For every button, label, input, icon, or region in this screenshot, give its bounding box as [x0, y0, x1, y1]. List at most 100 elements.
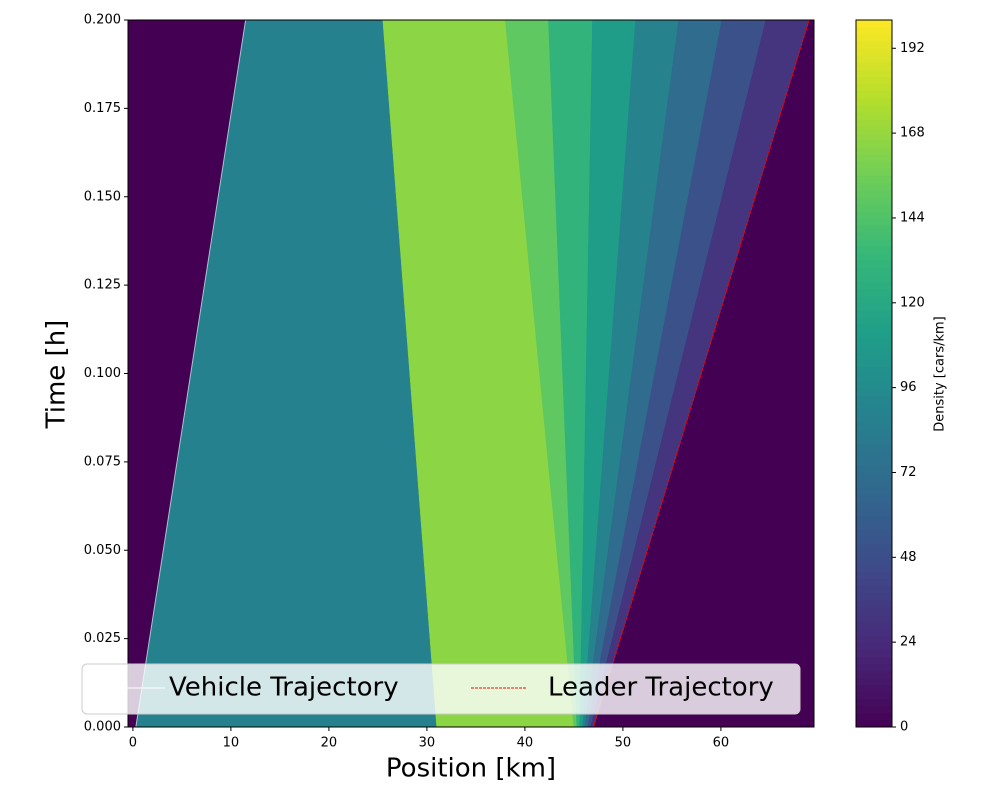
colorbar-slice	[856, 557, 892, 565]
colorbar-slice	[856, 606, 892, 615]
colorbar-slice	[856, 203, 892, 212]
colorbar-slice	[856, 55, 892, 63]
colorbar-slice	[856, 281, 892, 290]
colorbar-slice	[856, 90, 892, 99]
colorbar-slice	[856, 571, 892, 580]
colorbar-tick-label: 96	[900, 380, 917, 395]
colorbar-slice	[856, 500, 892, 509]
colorbar-slice	[856, 430, 892, 438]
colorbar-slice	[856, 210, 892, 219]
colorbar-slice	[856, 719, 892, 728]
density-region	[587, 20, 767, 727]
colorbar-slice	[856, 677, 892, 686]
colorbar-slice	[856, 253, 892, 261]
x-tick-label: 30	[419, 736, 436, 751]
colorbar-slice	[856, 458, 892, 466]
colorbar-slice	[856, 585, 892, 594]
y-tick-label: 0.075	[84, 454, 121, 469]
colorbar-slice	[856, 260, 892, 268]
colorbar-slice	[856, 34, 892, 42]
legend: Vehicle Trajectory Leader Trajectory	[81, 663, 801, 715]
colorbar-slice	[856, 154, 892, 162]
colorbar-slice	[856, 507, 892, 516]
trajectory	[135, 20, 247, 727]
colorbar-slice	[856, 239, 892, 247]
colorbar-frame	[855, 19, 893, 728]
y-tick-label: 0.175	[84, 101, 121, 116]
colorbar-tick-label: 0	[900, 720, 908, 735]
colorbar-slice	[856, 274, 892, 283]
colorbar-slice	[856, 493, 892, 502]
colorbar-slice	[856, 401, 892, 410]
colorbar-slice	[856, 359, 892, 367]
colorbar-slice	[856, 472, 892, 481]
colorbar-slice	[856, 295, 892, 304]
colorbar-slice	[856, 316, 892, 325]
colorbar-slice	[856, 628, 892, 636]
x-tick-label: 10	[223, 736, 240, 751]
colorbar-slice	[856, 126, 892, 134]
colorbar-slice	[856, 69, 892, 78]
colorbar-slice	[856, 97, 892, 106]
colorbar-slice	[856, 83, 892, 92]
colorbar-slice	[856, 620, 892, 629]
colorbar-slice	[856, 578, 892, 587]
x-tick-label: 20	[321, 736, 338, 751]
x-tick-label: 0	[129, 736, 137, 751]
colorbar-slice	[856, 536, 892, 544]
colorbar-slice	[856, 408, 892, 417]
colorbar-slice	[856, 543, 892, 551]
colorbar-slice	[856, 345, 892, 353]
colorbar-slice	[856, 422, 892, 431]
colorbar-slice	[856, 444, 892, 452]
colorbar-slice	[856, 288, 892, 297]
colorbar-slice	[856, 140, 892, 148]
y-tick-label: 0.150	[84, 189, 121, 204]
colorbar-slice	[856, 387, 892, 396]
colorbar-tick-label: 48	[900, 550, 917, 565]
colorbar-tick-label: 168	[900, 126, 925, 141]
colorbar-slice	[856, 415, 892, 424]
colorbar-slice	[856, 691, 892, 700]
density-region	[590, 20, 810, 727]
colorbar-slice	[856, 331, 892, 339]
colorbar-slice	[856, 380, 892, 389]
plot-area	[128, 20, 814, 727]
colorbar-tick-label: 24	[900, 635, 917, 650]
colorbar-tick-label: 120	[900, 295, 925, 310]
colorbar-slice	[856, 437, 892, 445]
density-region	[579, 20, 636, 727]
colorbar-slice	[856, 698, 892, 707]
colorbar-slice	[856, 465, 892, 473]
y-tick-label: 0.050	[84, 543, 121, 558]
colorbar-slice	[856, 182, 892, 191]
x-tick-label: 60	[713, 736, 730, 751]
colorbar-slice	[856, 133, 892, 141]
y-tick-label: 0.025	[84, 631, 121, 646]
colorbar-slice	[856, 479, 892, 488]
colorbar-slice	[856, 656, 892, 664]
colorbar-slice	[856, 309, 892, 318]
colorbar-slice	[856, 550, 892, 558]
colorbar-slice	[856, 267, 892, 276]
colorbar-slice	[856, 27, 892, 35]
colorbar-slice	[856, 642, 892, 650]
colorbar-slice	[856, 521, 892, 530]
colorbar-slice	[856, 175, 892, 184]
colorbar-slice	[856, 111, 892, 120]
x-tick-label: 50	[615, 736, 632, 751]
colorbar-slice	[856, 338, 892, 346]
colorbar-slice	[856, 118, 892, 127]
colorbar-slice	[856, 394, 892, 403]
colorbar-slice	[856, 663, 892, 671]
colorbar-slice	[856, 373, 892, 382]
density-region	[584, 20, 723, 727]
colorbar-slice	[856, 189, 892, 198]
colorbar-slice	[856, 514, 892, 523]
colorbar-slice	[856, 217, 892, 226]
colorbar-slice	[856, 366, 892, 374]
colorbar-slice	[856, 324, 892, 332]
y-tick-label: 0.100	[84, 366, 121, 381]
x-axis-label: Position [km]	[386, 754, 556, 784]
legend-label: Vehicle Trajectory	[169, 673, 399, 703]
